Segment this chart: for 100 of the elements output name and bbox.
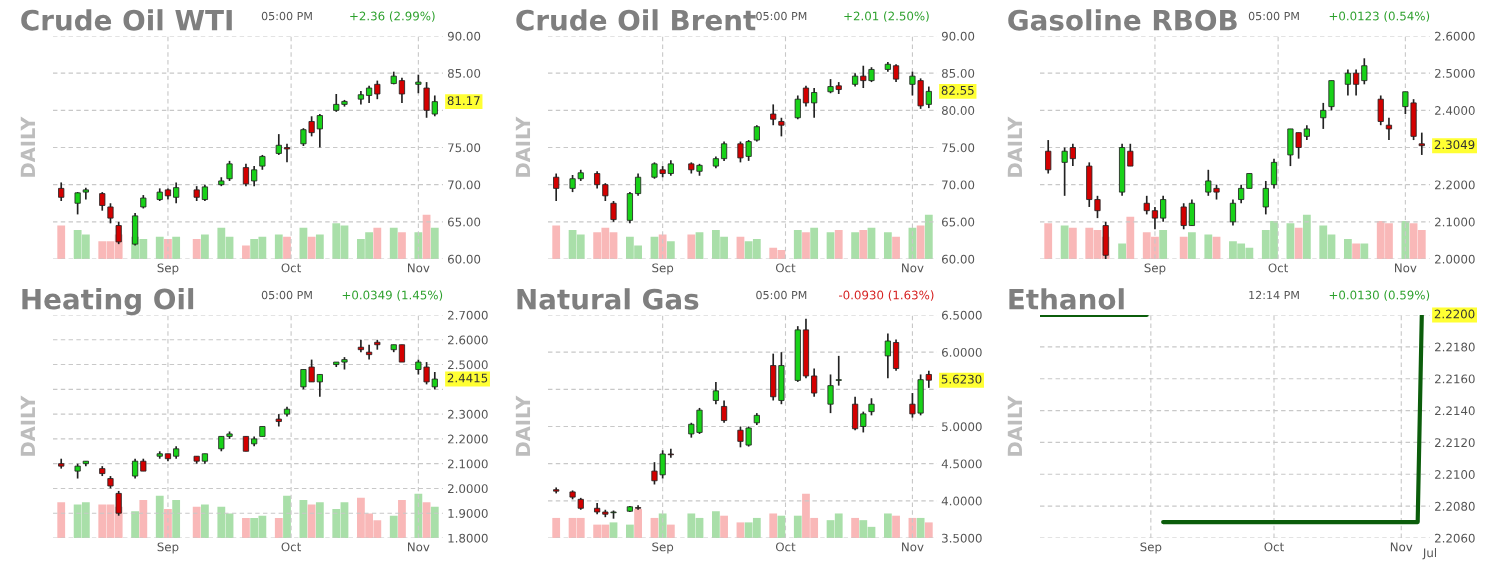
candlestick (794, 94, 801, 121)
bar (1204, 234, 1213, 259)
bar (373, 227, 382, 259)
x-tick-label: Sep (652, 263, 674, 275)
bar (172, 236, 181, 259)
x-tick-label: Sep (157, 542, 179, 554)
candlestick (1344, 68, 1351, 97)
bar (1187, 232, 1196, 259)
y-tick-label: 4.0000 (941, 496, 982, 506)
y-tick-label: 90.00 (941, 31, 975, 41)
candlestick (1418, 131, 1425, 156)
x-tick-label: Nov (902, 542, 924, 552)
candlestick (770, 103, 777, 127)
candlestick (1270, 157, 1278, 190)
y-tick-label: 2.0000 (448, 484, 488, 494)
y-tick-label: 90.00 (447, 31, 481, 41)
bar (1118, 243, 1127, 259)
candlestick (635, 172, 642, 197)
candlestick (1151, 206, 1159, 231)
bar (892, 515, 900, 538)
candlestick (1320, 102, 1327, 130)
candlestick (1238, 183, 1245, 205)
bar (274, 234, 283, 259)
candlestick (720, 140, 728, 162)
bar (1352, 243, 1361, 259)
candlestick (1127, 142, 1134, 167)
bar (1401, 221, 1410, 259)
text: Jul (1422, 548, 1437, 560)
y-tick-label: 2.2120 (1435, 438, 1475, 448)
bar (552, 225, 561, 259)
y-tick-label: 4.5000 (941, 459, 982, 469)
candlestick (1377, 94, 1384, 127)
bar (389, 515, 398, 538)
bar (398, 500, 406, 538)
bar (1044, 223, 1053, 259)
x-tick-label: Oct (775, 542, 796, 552)
candlestick (667, 447, 674, 459)
y-tick-label: 2.1000 (448, 459, 488, 469)
x-tick-label: Sep (652, 542, 674, 554)
chart-title: Heating Oil (22, 288, 194, 316)
bar (810, 227, 819, 259)
bar (793, 515, 802, 538)
y-tick-label: 6.5000 (941, 310, 982, 320)
bar (802, 232, 810, 259)
bar (155, 236, 164, 259)
bar (1068, 227, 1077, 259)
bar (139, 500, 148, 538)
bar (793, 230, 802, 259)
bar (1294, 227, 1303, 259)
bar (1179, 236, 1188, 259)
candlestick (1385, 116, 1393, 141)
x-tick-label: Nov (408, 542, 430, 552)
bar (552, 517, 561, 538)
y-tick-label: 60.00 (941, 254, 975, 264)
y-tick-label: 2.2080 (1435, 501, 1475, 511)
y-tick-label: 1.8000 (448, 533, 488, 543)
y-tick-label: 5.0000 (942, 422, 982, 432)
x-tick-label: Sep (1140, 542, 1162, 554)
x-tick-label: Oct (1264, 542, 1284, 552)
bar (315, 502, 324, 538)
candlestick (1353, 68, 1360, 97)
bar (57, 502, 66, 538)
text: +0.0349 (1.45%) (342, 290, 443, 301)
x-tick-label: Oct (775, 263, 796, 273)
candlestick (1160, 194, 1167, 223)
candlestick (811, 87, 818, 119)
bar (892, 236, 900, 259)
candlestick (99, 191, 106, 212)
bar (430, 506, 439, 538)
x-tick-label: Sep (157, 263, 179, 275)
candlestick (720, 399, 728, 424)
x-tick-label: Sep (1144, 263, 1166, 275)
y-tick-label: 2.4000 (1435, 106, 1475, 115)
bar (57, 225, 66, 259)
chart-title: Crude Oil Brent (516, 9, 756, 31)
bar (192, 238, 201, 259)
bar (916, 517, 925, 538)
text: +2.01 (2.50%) (844, 11, 929, 22)
bar (687, 234, 696, 259)
y-tick-label: 2.0000 (1435, 254, 1475, 264)
text: 05:00 PM (261, 11, 312, 21)
candlestick (860, 410, 867, 434)
candlestick (132, 457, 139, 480)
bar (242, 245, 250, 259)
bar (274, 517, 283, 538)
bar (720, 515, 728, 538)
bar (658, 513, 667, 538)
bar (658, 234, 667, 259)
bar (769, 513, 778, 538)
y-tick-label: 2.2060 (1435, 533, 1475, 543)
annotation: 2.3049 (1434, 140, 1475, 150)
bar (924, 214, 933, 259)
y-tick-label: 2.2000 (448, 434, 488, 444)
y-tick-label: 2.6000 (1435, 31, 1475, 41)
y-tick-label: 85.00 (941, 68, 975, 78)
y-tick-label: 2.1000 (1435, 217, 1475, 227)
annotation: 81.17 (447, 96, 480, 106)
bar (666, 241, 675, 259)
bar (315, 234, 324, 259)
bar (859, 230, 868, 259)
